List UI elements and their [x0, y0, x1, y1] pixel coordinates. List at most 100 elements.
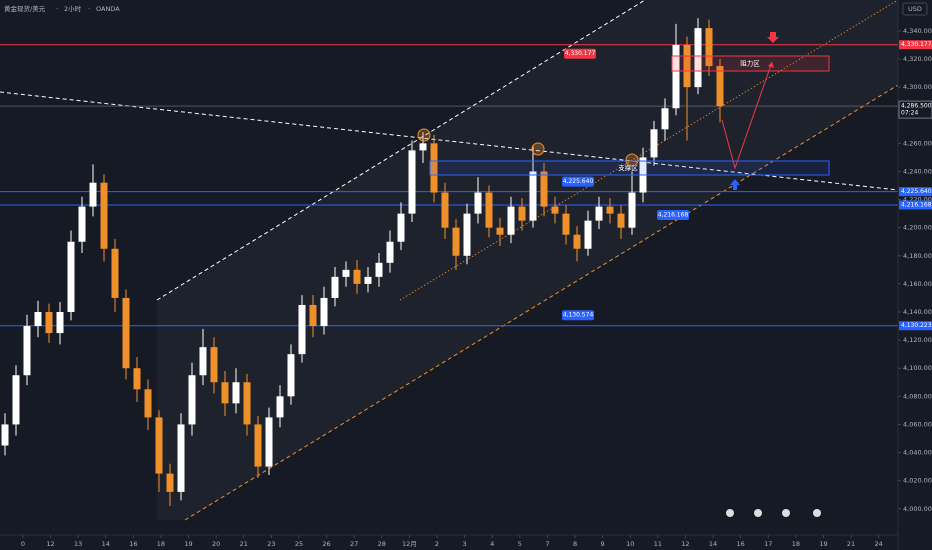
candle-body — [56, 312, 64, 334]
candle-body — [265, 417, 273, 467]
candle-body — [89, 182, 97, 207]
y-tick-label: 4,240.000 — [903, 167, 932, 175]
marker — [625, 153, 639, 167]
candle-body — [496, 227, 504, 235]
x-tick-label: 17 — [764, 540, 772, 548]
marker — [417, 128, 431, 142]
x-tick-label: 24 — [875, 540, 883, 548]
candle-body — [67, 241, 75, 312]
candle-body — [287, 354, 295, 397]
candle-body — [177, 424, 185, 492]
candle-body — [584, 220, 592, 249]
zone-label: 支撑区 — [618, 163, 638, 172]
x-tick-label: 16 — [129, 540, 137, 548]
y-tick-label: 4,140.000 — [903, 308, 932, 316]
event-icon[interactable] — [726, 509, 734, 517]
separator: · — [88, 5, 90, 13]
y-tick-label: 4,060.000 — [903, 420, 932, 428]
candle-body — [298, 304, 306, 355]
x-tick-label: 14 — [709, 540, 717, 548]
x-tick-label: 12 — [681, 540, 689, 548]
x-tick-label: 0 — [21, 540, 25, 548]
down-arrow-icon — [767, 32, 779, 43]
candle-body — [331, 276, 339, 298]
candle-body — [155, 417, 163, 474]
x-tick-label: 27 — [350, 540, 358, 548]
x-tick-label: 25 — [295, 540, 303, 548]
candle-body — [353, 269, 361, 284]
candle-body — [595, 206, 603, 221]
currency: USD — [908, 5, 922, 13]
candle-body — [199, 347, 207, 376]
callout-box — [564, 48, 596, 59]
x-tick-label: 14 — [102, 540, 110, 548]
source: OANDA — [96, 5, 120, 13]
x-tick-label: 3 — [463, 540, 467, 548]
event-icon[interactable] — [782, 509, 790, 517]
x-tick-label: 12月 — [402, 540, 417, 548]
zone-label: 阻力区 — [740, 59, 760, 68]
event-icon[interactable] — [754, 509, 762, 517]
x-tick-label: 18 — [157, 540, 165, 548]
candle-body — [474, 192, 482, 214]
x-tick-label: 10 — [626, 540, 634, 548]
candle-body — [166, 473, 174, 492]
candle-body — [430, 143, 438, 193]
candle-body — [705, 28, 713, 67]
countdown: 07:24 — [901, 110, 918, 117]
price-tag — [899, 321, 932, 331]
candle-body — [111, 248, 119, 298]
price-tag — [899, 187, 932, 197]
candle-body — [419, 143, 427, 151]
x-tick-label: 21 — [847, 540, 855, 548]
candle-body — [133, 368, 141, 390]
price-tag-label: 4,330.177 — [901, 41, 932, 48]
trend-line — [156, 0, 646, 301]
price-tag-label: 4,216.168 — [901, 201, 932, 208]
candle-body — [276, 396, 284, 418]
up-arrow-icon — [730, 179, 740, 190]
candle-body — [23, 326, 31, 376]
x-tick-label: 18 — [792, 540, 800, 548]
candle-body — [551, 206, 559, 214]
x-tick-label: 26 — [322, 540, 330, 548]
candle-body — [672, 44, 680, 109]
x-tick-label: 2 — [435, 540, 439, 548]
price-tag-label: 4,225.640 — [901, 188, 932, 195]
candle-body — [375, 262, 383, 277]
y-tick-label: 4,120.000 — [903, 336, 932, 344]
y-tick-label: 4,340.000 — [903, 27, 932, 35]
candle-body — [364, 276, 372, 284]
x-tick-label: 21 — [240, 540, 248, 548]
x-tick-label: 13 — [74, 540, 82, 548]
currency-box[interactable] — [902, 2, 928, 16]
y-tick-label: 4,100.000 — [903, 364, 932, 372]
header: 黄金现货/美元 · 2小时 · OANDA — [4, 4, 120, 13]
y-tick-label: 4,260.000 — [903, 139, 932, 147]
candle-body — [628, 192, 636, 228]
candle-body — [408, 150, 416, 214]
candle-body — [254, 424, 262, 467]
y-tick-label: 4,040.000 — [903, 449, 932, 457]
x-tick-label: 20 — [212, 540, 220, 548]
candle-body — [694, 28, 702, 88]
y-tick-label: 4,080.000 — [903, 392, 932, 400]
x-tick-label: 23 — [267, 540, 275, 548]
candle-body — [452, 227, 460, 256]
candle-body — [232, 382, 240, 404]
candle-body — [485, 192, 493, 228]
arrow-head — [768, 62, 774, 68]
candle-body — [386, 241, 394, 263]
callout-label: 4,225.640 — [563, 178, 594, 185]
x-tick-label: 19 — [819, 540, 827, 548]
candles — [1, 18, 724, 506]
y-tick-label: 4,020.000 — [903, 477, 932, 485]
candle-body — [529, 171, 537, 221]
x-tick-label: 7 — [545, 540, 549, 548]
price-lines: 4,330.177 4,225.640 4,216.168 4,130.574 — [0, 44, 898, 327]
y-tick-label: 4,300.000 — [903, 83, 932, 91]
event-icon[interactable] — [813, 509, 821, 517]
marker — [531, 142, 545, 156]
candle-body — [12, 375, 20, 425]
candle-body — [617, 213, 625, 228]
